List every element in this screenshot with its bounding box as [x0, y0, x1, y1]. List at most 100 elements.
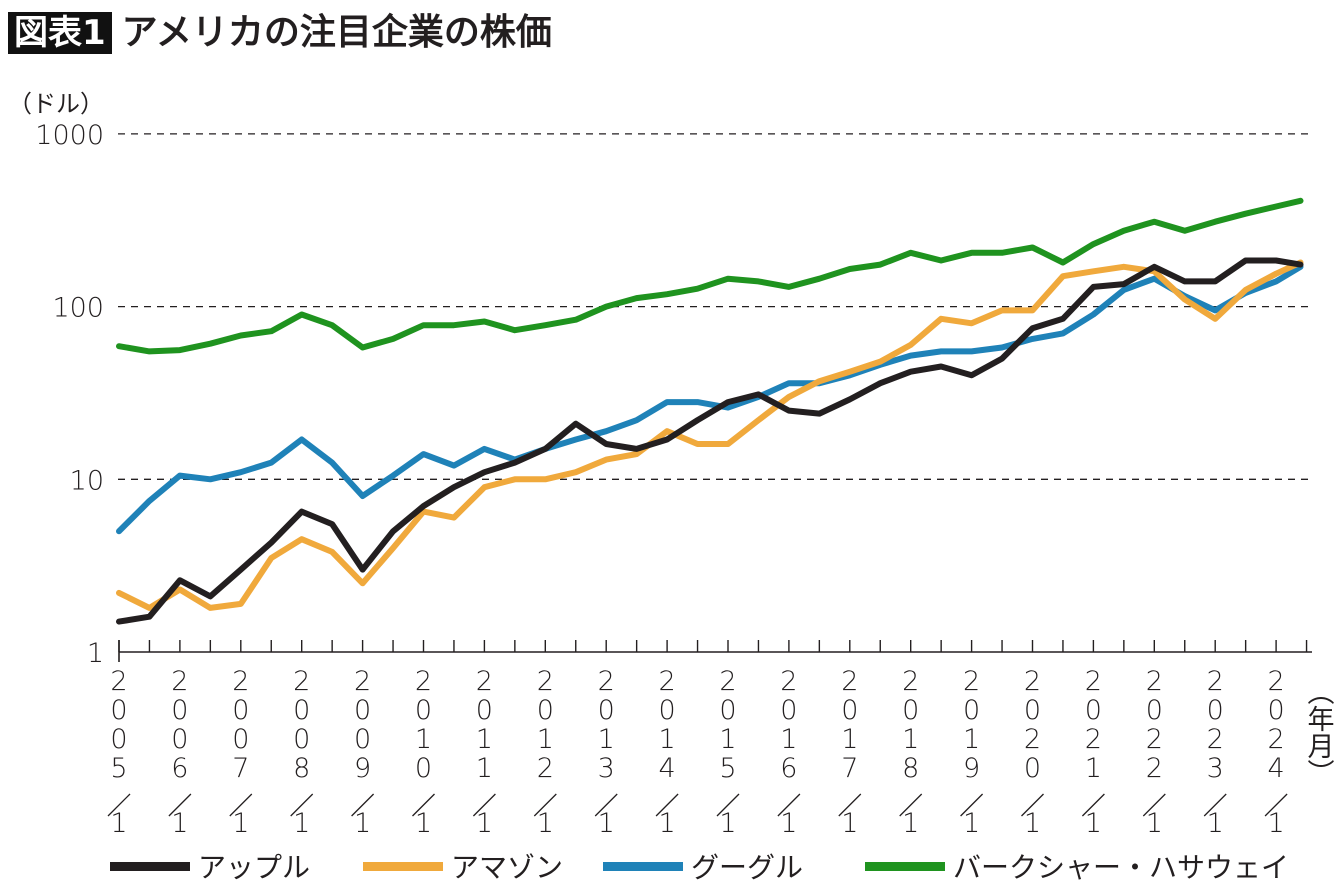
- x-tick-char: 2: [841, 666, 858, 697]
- x-tick-slash: [472, 793, 496, 817]
- x-tick-month: 1: [537, 808, 554, 839]
- x-tick-char: 2: [1146, 753, 1163, 784]
- x-tick-slash: [168, 793, 192, 817]
- x-tick-char: 0: [415, 695, 432, 726]
- x-tick-char: 2: [659, 666, 676, 697]
- x-tick-char: 2: [1085, 724, 1102, 755]
- x-tick-char: 3: [598, 753, 615, 784]
- x-tick-char: 0: [598, 695, 615, 726]
- x-tick-month: 1: [841, 808, 858, 839]
- x-tick-month: 1: [354, 808, 371, 839]
- x-axis-label: （年月）: [1303, 678, 1335, 786]
- x-tick-char: 2: [902, 666, 919, 697]
- x-tick-char: 1: [598, 724, 615, 755]
- x-tick-char: 0: [719, 695, 736, 726]
- x-tick-char: 0: [1268, 695, 1285, 726]
- legend-item-berkshire: バークシャー・ハサウェイ: [865, 846, 1289, 886]
- x-tick-char: 2: [1024, 724, 1041, 755]
- series-line-1: [116, 259, 1304, 611]
- x-tick-char: 2: [1085, 666, 1102, 697]
- series-line-3: [116, 197, 1304, 355]
- x-tick-char: 0: [171, 724, 188, 755]
- x-tick-month: 1: [963, 808, 980, 839]
- legend-item-google: グーグル: [603, 846, 803, 886]
- legend-swatch: [603, 861, 683, 871]
- x-tick-char: 0: [841, 695, 858, 726]
- x-tick-month: 1: [1024, 808, 1041, 839]
- x-tick-char: 1: [841, 724, 858, 755]
- x-tick-slash: [229, 793, 253, 817]
- x-tick-char: 1: [1085, 753, 1102, 784]
- y-tick-label: 100: [52, 293, 104, 324]
- x-tick-char: 2: [1024, 666, 1041, 697]
- x-tick-char: 0: [354, 724, 371, 755]
- x-tick-char: 6: [171, 753, 188, 784]
- x-tick-month: 1: [598, 808, 615, 839]
- x-tick-char: 1: [963, 724, 980, 755]
- x-tick-char: 8: [902, 753, 919, 784]
- x-tick-month: 1: [415, 808, 432, 839]
- x-tick-char: 0: [1207, 695, 1224, 726]
- x-tick-char: 2: [780, 666, 797, 697]
- x-tick-char: 1: [476, 753, 493, 784]
- x-tick-char: 0: [110, 695, 127, 726]
- x-tick-char: 5: [110, 753, 127, 784]
- y-tick-label: 1: [87, 638, 104, 669]
- x-tick-char: 0: [1024, 753, 1041, 784]
- x-tick-char: 2: [415, 666, 432, 697]
- x-tick-char: 0: [232, 695, 249, 726]
- x-tick-char: 5: [719, 753, 736, 784]
- x-tick-slash: [1081, 793, 1105, 817]
- legend-label: アップル: [198, 851, 311, 884]
- x-tick-char: 3: [1207, 753, 1224, 784]
- x-tick-char: 7: [841, 753, 858, 784]
- figure-label: 図表1: [8, 12, 112, 54]
- x-tick-month: 1: [1085, 808, 1102, 839]
- x-tick-char: 0: [902, 695, 919, 726]
- x-tick-slash: [716, 793, 740, 817]
- legend-label: バークシャー・ハサウェイ: [953, 851, 1290, 884]
- x-tick-slash: [838, 793, 862, 817]
- y-tick-label: 10: [70, 465, 104, 496]
- chart-title: アメリカの注目企業の株価: [121, 12, 552, 53]
- x-tick-char: 6: [780, 753, 797, 784]
- x-tick-char: 2: [963, 666, 980, 697]
- x-tick-month: 1: [110, 808, 127, 839]
- x-tick-char: 9: [963, 753, 980, 784]
- x-tick-char: 0: [415, 753, 432, 784]
- x-tick-char: 8: [293, 753, 310, 784]
- x-tick-slash: [960, 793, 984, 817]
- x-tick-char: 1: [902, 724, 919, 755]
- x-tick-month: 1: [780, 808, 797, 839]
- series-line-2: [116, 263, 1304, 535]
- x-tick-char: 4: [659, 753, 676, 784]
- x-tick-char: 2: [719, 666, 736, 697]
- legend-item-apple: アップル: [110, 846, 310, 886]
- x-tick-char: 2: [598, 666, 615, 697]
- x-tick-month: 1: [171, 808, 188, 839]
- x-tick-char: 9: [354, 753, 371, 784]
- x-tick-month: 1: [659, 808, 676, 839]
- x-tick-char: 1: [659, 724, 676, 755]
- x-tick-slash: [899, 793, 923, 817]
- legend-swatch: [865, 861, 945, 871]
- x-tick-slash: [351, 793, 375, 817]
- x-tick-slash: [290, 793, 314, 817]
- x-tick-char: 2: [1207, 666, 1224, 697]
